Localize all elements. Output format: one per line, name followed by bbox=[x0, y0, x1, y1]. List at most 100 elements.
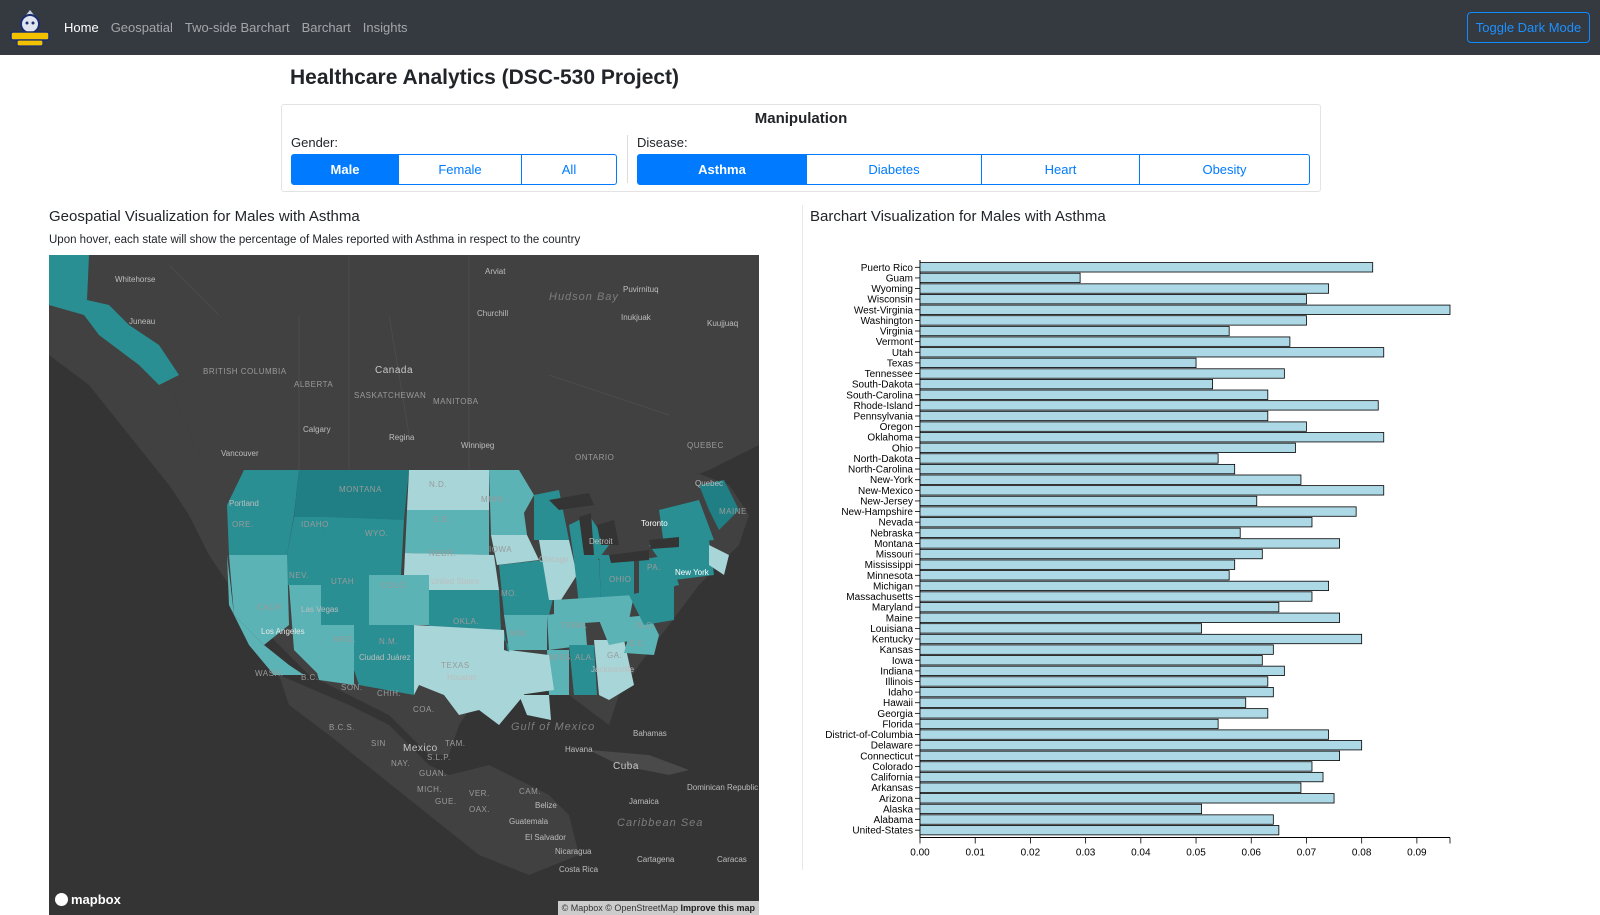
bar-new-hampshire[interactable] bbox=[919, 506, 1357, 517]
bar-pennsylvania[interactable] bbox=[919, 410, 1269, 422]
geospatial-map[interactable]: Whitehorse Arviat Hudson Bay Puvirnituq … bbox=[49, 255, 759, 915]
bar-indiana[interactable] bbox=[919, 665, 1285, 676]
bar-maryland[interactable] bbox=[919, 602, 1280, 613]
bar-utah[interactable] bbox=[919, 347, 1385, 358]
bar-arkansas[interactable] bbox=[919, 782, 1302, 793]
bar-new-jersey[interactable] bbox=[919, 495, 1258, 507]
bar-washington[interactable] bbox=[919, 315, 1307, 326]
improve-map-link[interactable]: Improve this map bbox=[680, 903, 755, 913]
bar-west-virginia[interactable] bbox=[919, 304, 1451, 315]
gender-male-button[interactable]: Male bbox=[291, 154, 399, 185]
disease-heart-button[interactable]: Heart bbox=[981, 154, 1140, 185]
map-attribution: © Mapbox © OpenStreetMap Improve this ma… bbox=[557, 901, 759, 915]
disease-asthma-button[interactable]: Asthma bbox=[637, 154, 807, 185]
bar-south-carolina[interactable] bbox=[919, 389, 1269, 400]
gender-label: Gender: bbox=[291, 135, 338, 150]
map-label-son: SON. bbox=[341, 683, 363, 692]
bar-oregon[interactable] bbox=[919, 421, 1307, 432]
bar-district-of-columbia[interactable] bbox=[919, 729, 1329, 740]
bar-south-dakota[interactable] bbox=[919, 379, 1214, 390]
toggle-dark-mode-button[interactable]: Toggle Dark Mode bbox=[1467, 12, 1590, 43]
gender-all-button[interactable]: All bbox=[521, 154, 617, 185]
y-tick-label: Indiana bbox=[880, 666, 913, 677]
bar-texas[interactable] bbox=[919, 357, 1197, 369]
bar-guam[interactable] bbox=[919, 272, 1081, 284]
group-divider bbox=[627, 135, 628, 183]
bar-nevada[interactable] bbox=[919, 517, 1313, 528]
map-label-cartagena: Cartagena bbox=[637, 855, 675, 864]
map-label-wash: WASH. bbox=[255, 669, 284, 678]
navbar: Home Geospatial Two-side Barchart Barcha… bbox=[0, 0, 1600, 55]
umbc-retriever-logo-icon[interactable] bbox=[8, 8, 52, 48]
map-label-nev: NEV. bbox=[289, 571, 309, 580]
map-label-bahamas: Bahamas bbox=[633, 729, 667, 738]
disease-obesity-button[interactable]: Obesity bbox=[1139, 154, 1310, 185]
mapbox-logo[interactable]: mapbox bbox=[55, 892, 121, 907]
bar-oklahoma[interactable] bbox=[919, 432, 1385, 443]
bar-rhode-island[interactable] bbox=[919, 400, 1379, 411]
bar-kentucky[interactable] bbox=[919, 633, 1363, 645]
bar-alaska[interactable] bbox=[919, 803, 1202, 815]
map-label-guatemala: Guatemala bbox=[509, 817, 549, 826]
y-tick-label: Missouri bbox=[876, 550, 913, 561]
bar-wisconsin[interactable] bbox=[919, 294, 1307, 305]
map-label-portland: Portland bbox=[229, 499, 259, 508]
x-tick-label: 0.05 bbox=[1186, 847, 1206, 858]
bar-nebraska[interactable] bbox=[919, 527, 1241, 538]
bar-arizona[interactable] bbox=[919, 793, 1335, 804]
bar-louisiana[interactable] bbox=[919, 623, 1202, 634]
bar-maine[interactable] bbox=[919, 612, 1340, 623]
bar-united-states[interactable] bbox=[919, 825, 1280, 836]
bar-connecticut[interactable] bbox=[919, 750, 1340, 761]
bar-minnesota[interactable] bbox=[919, 570, 1230, 581]
nav-geospatial[interactable]: Geospatial bbox=[110, 20, 173, 35]
bar-wyoming[interactable] bbox=[919, 283, 1329, 294]
bar-georgia[interactable] bbox=[919, 708, 1269, 719]
y-tick-label: Nebraska bbox=[870, 528, 913, 539]
bar-north-dakota[interactable] bbox=[919, 453, 1219, 464]
bar-vermont[interactable] bbox=[919, 336, 1291, 347]
bar-delaware[interactable] bbox=[919, 740, 1363, 751]
bar-montana[interactable] bbox=[919, 538, 1340, 549]
map-label-el-salvador: El Salvador bbox=[525, 833, 566, 842]
map-label-minn: MINN. bbox=[481, 495, 507, 504]
bar-ohio[interactable] bbox=[919, 442, 1296, 453]
bar-florida[interactable] bbox=[919, 718, 1219, 730]
bar-missouri[interactable] bbox=[919, 548, 1263, 560]
bar-california[interactable] bbox=[919, 771, 1324, 783]
bar-kansas[interactable] bbox=[919, 644, 1274, 655]
map-label-chicago: Chicago bbox=[539, 555, 569, 564]
map-label-miss: MISS. bbox=[549, 653, 574, 662]
bar-idaho[interactable] bbox=[919, 686, 1274, 698]
y-tick-label: North-Dakota bbox=[854, 454, 914, 465]
bar-tennessee[interactable] bbox=[919, 368, 1285, 379]
map-label-nd: N.D. bbox=[429, 480, 447, 489]
bar-new-mexico[interactable] bbox=[919, 485, 1385, 496]
y-tick-label: Utah bbox=[892, 348, 913, 359]
gender-female-button[interactable]: Female bbox=[398, 154, 522, 185]
map-label-sc: S.C. bbox=[629, 639, 647, 648]
bar-colorado[interactable] bbox=[919, 761, 1313, 772]
bar-hawaii[interactable] bbox=[919, 697, 1247, 708]
nav-insights[interactable]: Insights bbox=[362, 20, 408, 35]
y-tick-label: Washington bbox=[861, 316, 913, 327]
bar-virginia[interactable] bbox=[919, 325, 1230, 337]
nav-barchart[interactable]: Barchart bbox=[301, 20, 351, 35]
x-tick-label: 0.04 bbox=[1131, 847, 1151, 858]
bar-north-carolina[interactable] bbox=[919, 463, 1236, 475]
bar-michigan[interactable] bbox=[919, 580, 1329, 592]
map-label-caribbean-sea: Caribbean Sea bbox=[617, 817, 704, 829]
bar-massachusetts[interactable] bbox=[919, 591, 1313, 602]
nav-home[interactable]: Home bbox=[64, 20, 99, 35]
bar-new-york[interactable] bbox=[919, 474, 1302, 485]
bar-puerto rico[interactable] bbox=[919, 262, 1374, 273]
map-label-sd: S.D. bbox=[433, 515, 451, 524]
bar-alabama[interactable] bbox=[919, 814, 1274, 825]
map-label-las-vegas: Las Vegas bbox=[301, 605, 339, 614]
nav-two-side-barchart[interactable]: Two-side Barchart bbox=[184, 20, 290, 35]
bar-illinois[interactable] bbox=[919, 676, 1269, 687]
bar-iowa[interactable] bbox=[919, 655, 1263, 666]
map-label-ciudad-juarez: Ciudad Juárez bbox=[359, 653, 411, 662]
bar-mississippi[interactable] bbox=[919, 559, 1236, 570]
disease-diabetes-button[interactable]: Diabetes bbox=[806, 154, 982, 185]
